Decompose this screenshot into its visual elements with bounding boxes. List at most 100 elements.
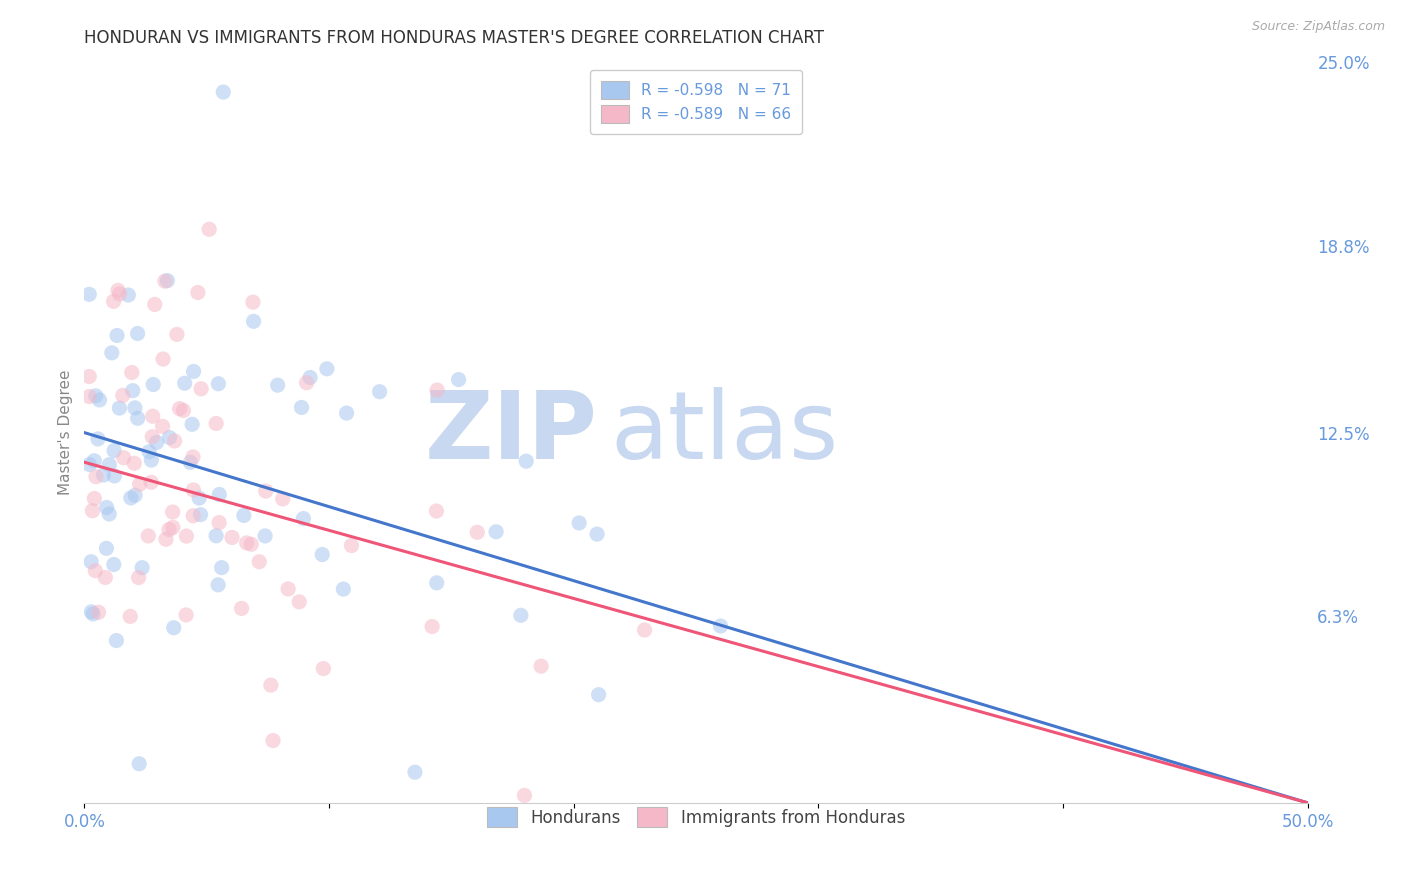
Point [101,346,124,360]
Point [232,508,254,523]
Point [187,285,209,300]
Point [235,536,257,550]
Point [207,376,229,391]
Point [152,352,174,367]
Point [190,508,212,522]
Point [103,294,125,309]
Point [208,487,231,501]
Point [87,432,110,446]
Point [157,523,180,537]
Point [120,609,142,624]
Point [105,633,128,648]
Point [83,491,105,506]
Point [247,555,270,569]
Point [266,378,288,392]
Point [205,529,228,543]
Point [368,384,391,399]
Point [465,525,488,540]
Point [80,605,103,619]
Point [633,623,655,637]
Point [138,444,160,458]
Point [103,469,125,483]
Point [198,222,221,236]
Point [77,390,100,404]
Point [221,531,243,545]
Point [208,516,231,530]
Point [94,570,117,584]
Point [240,537,263,551]
Point [121,384,143,398]
Text: Source: ZipAtlas.com: Source: ZipAtlas.com [1251,20,1385,33]
Point [122,456,145,470]
Point [128,477,150,491]
Point [111,388,134,402]
Point [117,288,139,302]
Point [98,458,121,472]
Point [513,789,536,803]
Point [131,560,153,574]
Point [141,453,163,467]
Point [211,560,233,574]
Point [105,328,128,343]
Point [77,369,100,384]
Point [107,284,129,298]
Point [183,483,205,497]
Point [254,484,277,499]
Point [80,555,103,569]
Point [142,377,165,392]
Point [420,619,443,633]
Point [121,366,143,380]
Point [426,383,449,397]
Point [262,733,284,747]
Point [183,364,205,378]
Point [162,505,184,519]
Point [568,516,591,530]
Point [242,314,264,328]
Point [179,455,201,469]
Point [181,417,204,432]
Point [174,607,197,622]
Point [120,491,142,505]
Point [82,504,104,518]
Point [188,491,211,505]
Point [312,662,335,676]
Point [290,401,312,415]
Point [588,688,610,702]
Point [316,361,339,376]
Point [336,406,359,420]
Point [190,382,212,396]
Point [586,527,609,541]
Point [143,297,166,311]
Point [231,601,253,615]
Point [166,327,188,342]
Point [709,619,731,633]
Point [84,469,107,483]
Point [404,765,426,780]
Point [509,608,531,623]
Point [181,450,204,464]
Point [83,454,105,468]
Point [332,582,354,596]
Point [136,529,159,543]
Text: atlas: atlas [610,386,838,479]
Point [163,434,186,448]
Point [176,529,198,543]
Point [127,411,149,425]
Point [159,431,181,445]
Point [254,529,277,543]
Point [84,564,107,578]
Point [242,295,264,310]
Point [277,582,299,596]
Y-axis label: Master's Degree: Master's Degree [58,370,73,495]
Point [96,500,118,515]
Point [124,488,146,502]
Text: ZIP: ZIP [425,386,598,479]
Point [108,287,131,301]
Point [82,607,104,621]
Point [141,430,163,444]
Point [299,370,322,384]
Point [172,403,194,417]
Point [98,507,121,521]
Point [295,376,318,390]
Point [124,401,146,415]
